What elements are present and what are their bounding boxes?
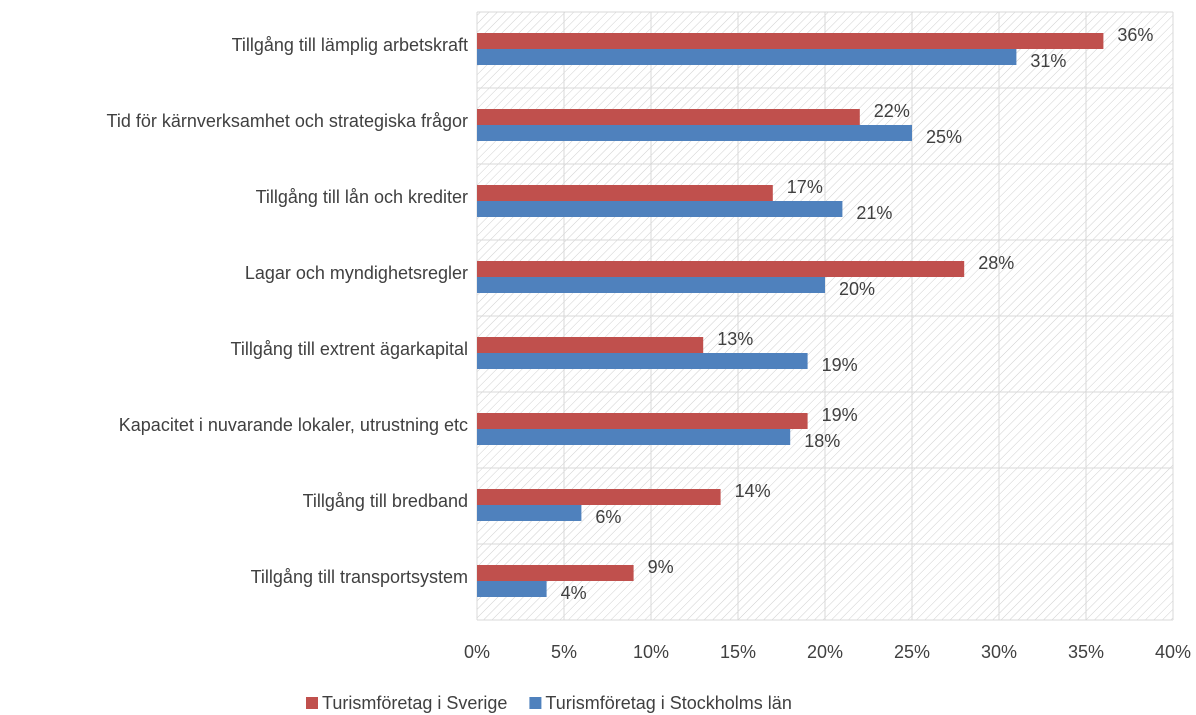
bar bbox=[477, 201, 843, 217]
bar bbox=[477, 581, 547, 597]
data-label: 18% bbox=[804, 431, 840, 451]
data-label: 21% bbox=[856, 203, 892, 223]
x-tick-label: 5% bbox=[551, 642, 577, 662]
x-tick-label: 10% bbox=[633, 642, 669, 662]
data-label: 25% bbox=[926, 127, 962, 147]
bar bbox=[477, 413, 808, 429]
y-tick-label: Tillgång till lån och krediter bbox=[256, 187, 468, 207]
x-tick-label: 20% bbox=[807, 642, 843, 662]
x-tick-label: 40% bbox=[1155, 642, 1191, 662]
bar bbox=[477, 505, 582, 521]
y-tick-label: Tillgång till bredband bbox=[303, 491, 468, 511]
legend-label: Turismföretag i Sverige bbox=[322, 693, 507, 713]
bar bbox=[477, 337, 704, 353]
bar bbox=[477, 125, 912, 141]
data-label: 13% bbox=[717, 329, 753, 349]
y-tick-label: Tillgång till lämplig arbetskraft bbox=[232, 35, 468, 55]
bar bbox=[477, 33, 1104, 49]
bar bbox=[477, 109, 860, 125]
y-tick-label: Tid för kärnverksamhet och strategiska f… bbox=[107, 111, 468, 131]
data-label: 17% bbox=[787, 177, 823, 197]
legend-label: Turismföretag i Stockholms län bbox=[545, 693, 791, 713]
data-label: 4% bbox=[561, 583, 587, 603]
data-label: 28% bbox=[978, 253, 1014, 273]
data-label: 22% bbox=[874, 101, 910, 121]
y-tick-label: Tillgång till transportsystem bbox=[251, 567, 468, 587]
x-tick-label: 25% bbox=[894, 642, 930, 662]
data-label: 9% bbox=[648, 557, 674, 577]
bar bbox=[477, 261, 965, 277]
y-tick-label: Tillgång till extrent ägarkapital bbox=[231, 339, 468, 359]
y-tick-label: Lagar och myndighetsregler bbox=[245, 263, 468, 283]
y-tick-label: Kapacitet i nuvarande lokaler, utrustnin… bbox=[119, 415, 468, 435]
data-label: 20% bbox=[839, 279, 875, 299]
x-tick-label: 30% bbox=[981, 642, 1017, 662]
x-tick-label: 35% bbox=[1068, 642, 1104, 662]
x-tick-label: 0% bbox=[464, 642, 490, 662]
bar bbox=[477, 429, 791, 445]
data-label: 19% bbox=[822, 355, 858, 375]
data-label: 36% bbox=[1117, 25, 1153, 45]
bar bbox=[477, 565, 634, 581]
bar bbox=[477, 489, 721, 505]
legend-swatch bbox=[529, 697, 542, 709]
data-label: 6% bbox=[595, 507, 621, 527]
bar bbox=[477, 49, 1017, 65]
x-tick-label: 15% bbox=[720, 642, 756, 662]
bar bbox=[477, 185, 773, 201]
bar bbox=[477, 353, 808, 369]
data-label: 14% bbox=[735, 481, 771, 501]
bar bbox=[477, 277, 825, 293]
data-label: 31% bbox=[1030, 51, 1066, 71]
data-label: 19% bbox=[822, 405, 858, 425]
legend-swatch bbox=[306, 697, 318, 709]
